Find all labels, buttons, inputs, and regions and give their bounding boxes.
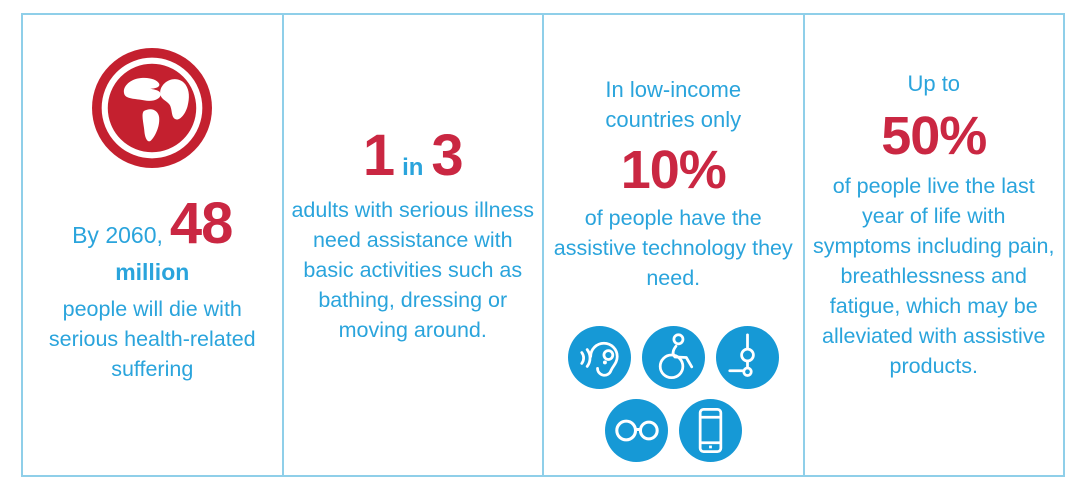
smartphone-icon bbox=[678, 399, 742, 462]
glasses-icon bbox=[604, 399, 668, 462]
deaths-unit: million bbox=[115, 259, 190, 285]
assistance-stat-line: 1 in 3 bbox=[362, 123, 464, 188]
panel-adults-assistance: 1 in 3 adults with serious illness need … bbox=[284, 15, 544, 475]
assistance-stat-mid: in bbox=[402, 154, 424, 181]
panel-assistive-technology: In low-income countries only 10% of peop… bbox=[544, 15, 805, 475]
deaths-description: people will die with serious health-rela… bbox=[48, 297, 256, 381]
infographic-board: By 2060, 48 million people will die with… bbox=[21, 13, 1065, 477]
assistance-stat-left: 1 bbox=[362, 123, 395, 188]
symptoms-description: of people live the last year of life wit… bbox=[813, 174, 1055, 378]
icon-row-bottom bbox=[604, 399, 742, 462]
assistance-description: adults with serious illness need assista… bbox=[291, 198, 535, 342]
symptoms-intro: Up to bbox=[907, 71, 961, 96]
deaths-prefix: By 2060, bbox=[72, 222, 163, 248]
tech-description: of people have the assistive technology … bbox=[553, 206, 793, 290]
assistance-stat-right: 3 bbox=[431, 123, 463, 188]
symptoms-stat-number: 50% bbox=[881, 106, 987, 166]
deaths-stat-number: 48 bbox=[169, 191, 234, 256]
panel-serious-suffering: By 2060, 48 million people will die with… bbox=[23, 15, 284, 475]
prosthetic-leg-icon bbox=[715, 326, 779, 389]
panel-end-of-life-symptoms: Up to 50% of people live the last year o… bbox=[805, 15, 1064, 475]
tech-stat-number: 10% bbox=[620, 140, 727, 200]
deaths-stat-line: By 2060, 48 bbox=[72, 191, 234, 256]
assistive-product-icons bbox=[567, 326, 779, 462]
tech-intro: In low-income countries only bbox=[605, 77, 742, 132]
wheelchair-icon bbox=[641, 326, 705, 389]
hearing-aid-icon bbox=[567, 326, 631, 389]
icon-row-top bbox=[567, 326, 779, 389]
globe-icon bbox=[91, 47, 213, 169]
